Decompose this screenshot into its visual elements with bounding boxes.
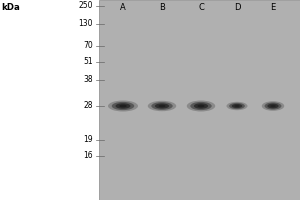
Ellipse shape <box>116 103 130 109</box>
Ellipse shape <box>262 101 284 111</box>
Text: 38: 38 <box>83 75 93 84</box>
Text: B: B <box>159 2 165 11</box>
Ellipse shape <box>148 101 176 111</box>
Text: kDa: kDa <box>2 2 20 11</box>
Text: D: D <box>234 2 240 11</box>
Ellipse shape <box>194 103 208 109</box>
Ellipse shape <box>158 105 166 107</box>
Ellipse shape <box>155 103 169 109</box>
Ellipse shape <box>151 102 173 110</box>
Ellipse shape <box>232 104 242 108</box>
Ellipse shape <box>270 105 276 107</box>
Ellipse shape <box>234 105 240 107</box>
Text: 250: 250 <box>79 1 93 10</box>
Ellipse shape <box>226 102 248 110</box>
Ellipse shape <box>229 103 245 109</box>
Text: 130: 130 <box>79 20 93 28</box>
Text: A: A <box>120 2 126 11</box>
Text: 19: 19 <box>83 136 93 144</box>
Text: E: E <box>270 2 276 11</box>
Text: 70: 70 <box>83 42 93 50</box>
Ellipse shape <box>119 105 127 107</box>
Text: 28: 28 <box>83 102 93 110</box>
Ellipse shape <box>190 102 212 110</box>
Text: C: C <box>198 2 204 11</box>
Bar <box>99 0 300 200</box>
Ellipse shape <box>187 100 215 112</box>
Ellipse shape <box>112 102 134 110</box>
Text: 51: 51 <box>83 58 93 66</box>
Ellipse shape <box>267 104 279 108</box>
Ellipse shape <box>265 102 281 110</box>
Text: 16: 16 <box>83 152 93 160</box>
Ellipse shape <box>197 105 205 107</box>
Ellipse shape <box>108 100 138 112</box>
